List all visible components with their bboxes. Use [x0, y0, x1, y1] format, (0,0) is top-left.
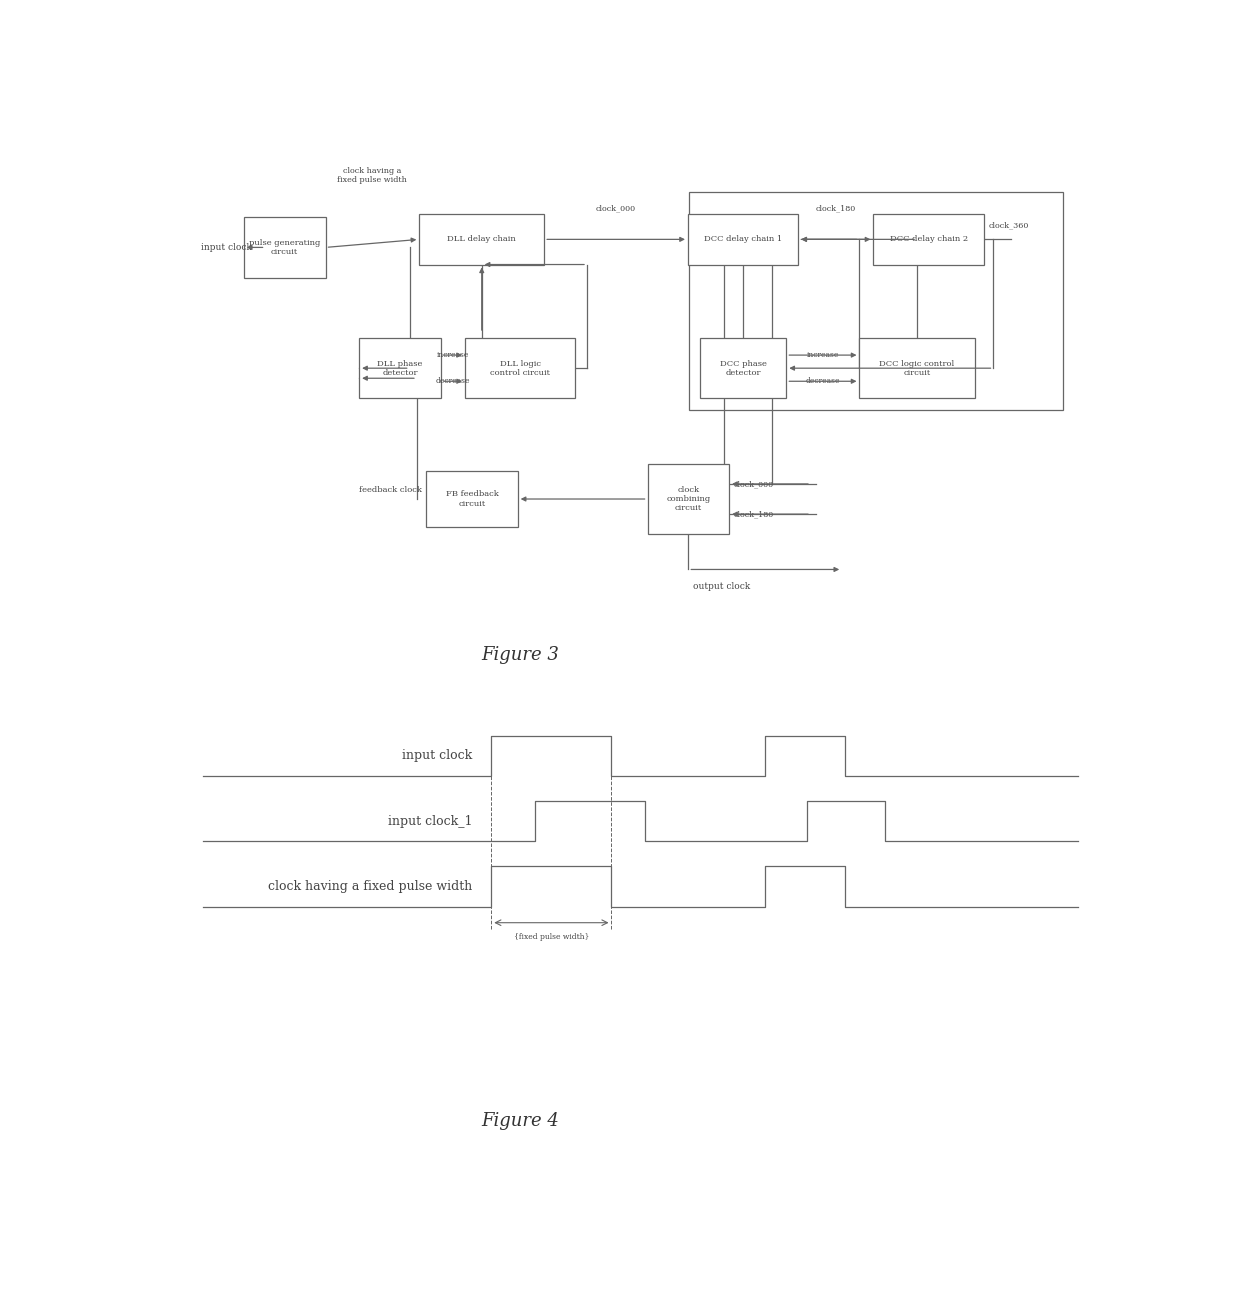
- Text: clock having a fixed pulse width: clock having a fixed pulse width: [268, 880, 472, 893]
- Text: decrease: decrease: [435, 378, 470, 386]
- FancyBboxPatch shape: [244, 217, 326, 277]
- FancyBboxPatch shape: [465, 339, 575, 399]
- FancyBboxPatch shape: [360, 339, 441, 399]
- Text: feedback clock: feedback clock: [358, 486, 422, 494]
- Text: clock_000: clock_000: [596, 204, 636, 212]
- Text: decrease: decrease: [806, 378, 841, 386]
- Text: clock_180: clock_180: [816, 204, 856, 212]
- Text: input clock: input clock: [201, 243, 252, 252]
- Text: DLL delay chain: DLL delay chain: [448, 235, 516, 243]
- Text: DCC logic control
circuit: DCC logic control circuit: [879, 359, 955, 376]
- Text: input clock_1: input clock_1: [388, 814, 472, 827]
- FancyBboxPatch shape: [873, 214, 983, 264]
- Text: FB feedback
circuit: FB feedback circuit: [445, 490, 498, 507]
- FancyBboxPatch shape: [427, 472, 518, 527]
- Text: increase: increase: [807, 352, 839, 359]
- Text: pulse generating
circuit: pulse generating circuit: [249, 239, 320, 256]
- Text: {fixed pulse width}: {fixed pulse width}: [513, 933, 589, 941]
- Text: DLL logic
control circuit: DLL logic control circuit: [490, 359, 551, 376]
- Text: clock_000: clock_000: [734, 480, 774, 488]
- Text: clock having a
fixed pulse width: clock having a fixed pulse width: [337, 167, 408, 184]
- Text: DCC phase
detector: DCC phase detector: [719, 359, 766, 376]
- Text: clock
combining
circuit: clock combining circuit: [666, 486, 711, 512]
- Text: DLL phase
detector: DLL phase detector: [377, 359, 423, 376]
- Text: increase: increase: [436, 352, 469, 359]
- Text: Figure 3: Figure 3: [481, 646, 559, 664]
- FancyBboxPatch shape: [688, 214, 799, 264]
- Text: clock_180: clock_180: [734, 510, 774, 518]
- Text: DCC delay chain 1: DCC delay chain 1: [704, 235, 782, 243]
- FancyBboxPatch shape: [859, 339, 975, 399]
- FancyBboxPatch shape: [419, 214, 544, 264]
- FancyBboxPatch shape: [699, 339, 786, 399]
- Text: DCC delay chain 2: DCC delay chain 2: [889, 235, 967, 243]
- Text: Figure 4: Figure 4: [481, 1112, 559, 1131]
- Text: output clock: output clock: [693, 582, 750, 591]
- FancyBboxPatch shape: [647, 464, 729, 535]
- Text: input clock: input clock: [402, 749, 472, 762]
- Text: clock_360: clock_360: [988, 221, 1029, 229]
